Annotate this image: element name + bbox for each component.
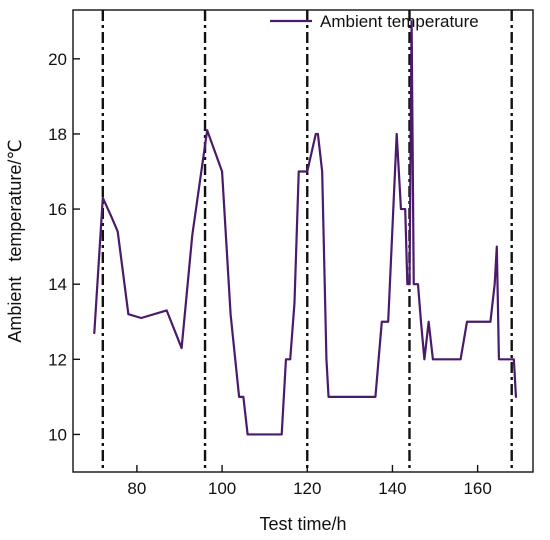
y-tick-label: 12 <box>48 350 67 369</box>
x-tick-label: 160 <box>463 479 491 498</box>
x-tick-label: 140 <box>378 479 406 498</box>
y-tick-label: 14 <box>48 275 67 294</box>
y-tick-label: 16 <box>48 200 67 219</box>
x-tick-label: 100 <box>208 479 236 498</box>
y-axis-title: Ambient temperature/℃ <box>5 139 25 342</box>
plot-area <box>73 10 533 472</box>
x-tick-label: 120 <box>293 479 321 498</box>
x-tick-label: 80 <box>127 479 146 498</box>
y-tick-label: 10 <box>48 425 67 444</box>
legend-label: Ambient temperature <box>320 12 479 31</box>
x-axis-title: Test time/h <box>259 514 346 534</box>
y-tick-label: 20 <box>48 50 67 69</box>
y-tick-label: 18 <box>48 125 67 144</box>
